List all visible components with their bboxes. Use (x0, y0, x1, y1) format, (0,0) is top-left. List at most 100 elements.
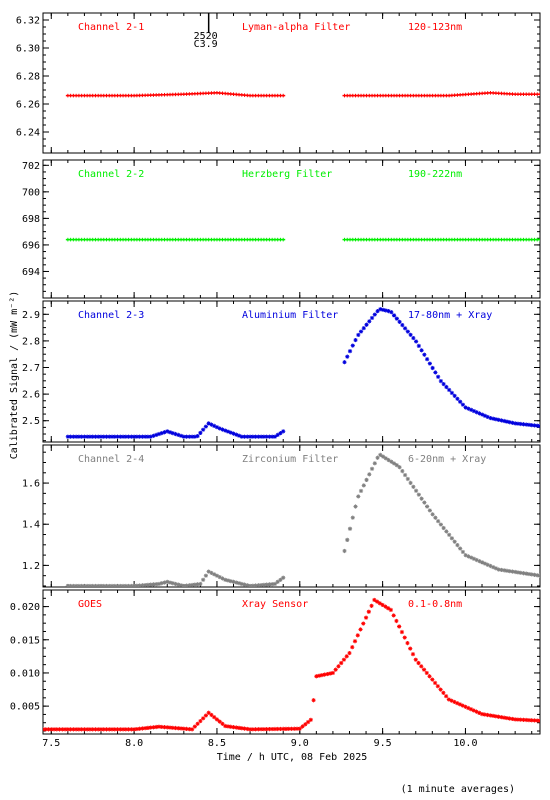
data-point (397, 624, 402, 629)
data-point (330, 670, 336, 676)
data-point (413, 657, 418, 662)
data-point (225, 724, 231, 729)
data-point (198, 430, 203, 435)
y-tick-label: 2.9 (22, 310, 40, 321)
data-point (167, 430, 173, 435)
panel-4: 1.2 1.4 1.6 Channel 2-4 Zirconium Filter 6-20… (22, 444, 541, 588)
data-point (93, 434, 98, 439)
data-point (214, 573, 220, 578)
data-point (438, 379, 443, 384)
data-point (471, 556, 477, 561)
data-point (524, 571, 529, 576)
data-point (107, 583, 112, 587)
data-point (347, 349, 353, 354)
data-point (499, 567, 504, 573)
data-point (190, 582, 195, 587)
panel-frame (42, 159, 541, 299)
flare-class-label: C3.9 (194, 39, 218, 50)
data-point (504, 715, 509, 721)
data-point (145, 725, 151, 730)
data-point (493, 566, 499, 571)
data-point (93, 727, 98, 732)
data-point (178, 433, 184, 438)
data-point (272, 726, 278, 732)
data-point (422, 352, 427, 357)
data-point (217, 719, 222, 724)
data-point (87, 583, 93, 587)
y-tick-label: 6.26 (16, 100, 40, 111)
y-tick-label: 6.24 (16, 128, 40, 139)
flare-marker: 2520 C3.9 (194, 13, 218, 50)
data-point (292, 726, 297, 731)
data-point (76, 727, 81, 732)
data-point (378, 452, 383, 457)
data-point (425, 357, 430, 362)
data-point (400, 323, 405, 328)
data-point (159, 431, 164, 436)
data-point (270, 582, 275, 587)
data-point (491, 565, 496, 570)
data-point (281, 575, 286, 580)
data-point (526, 718, 532, 723)
data-point (112, 434, 117, 439)
data-point (261, 434, 266, 439)
data-point (143, 434, 148, 439)
channel-label: Channel 2-3 (78, 310, 144, 321)
data-point (60, 727, 65, 732)
data-point (491, 416, 496, 421)
data-point (234, 580, 239, 585)
data-point (526, 422, 532, 427)
data-point (115, 583, 120, 587)
data-point (198, 581, 203, 587)
data-point (449, 698, 454, 703)
data-point (85, 583, 90, 587)
data-point (90, 727, 95, 732)
y-tick-label: 1.2 (22, 561, 40, 572)
data-point (234, 432, 239, 437)
data-point (328, 671, 333, 676)
data-point (433, 515, 438, 520)
data-point (203, 424, 209, 429)
data-point (488, 563, 493, 569)
data-point (162, 580, 167, 585)
data-point (192, 724, 197, 729)
data-point (76, 583, 81, 587)
data-point (471, 408, 477, 414)
data-point (389, 310, 394, 315)
data-point (156, 581, 162, 587)
data-point (510, 420, 515, 425)
data-point (466, 554, 471, 559)
y-tick-label: 0.015 (10, 635, 40, 646)
data-point (361, 621, 366, 626)
data-point (394, 463, 399, 468)
data-point (162, 430, 167, 435)
data-point (140, 726, 145, 731)
data-point (372, 312, 377, 317)
data-point (416, 492, 421, 497)
data-point (209, 422, 214, 427)
data-point (405, 329, 410, 334)
panel-2: 694 696 698 700 702 Channel 2-2 Herzberg Filte… (22, 159, 541, 299)
data-point (256, 434, 261, 439)
data-point (436, 374, 441, 379)
data-point (535, 423, 540, 428)
data-point (151, 433, 156, 438)
data-point (378, 307, 383, 312)
data-point (529, 572, 534, 577)
data-point (480, 560, 485, 565)
data-point (521, 717, 526, 722)
data-point (115, 727, 120, 732)
data-point (363, 615, 369, 620)
data-point (477, 559, 482, 564)
data-point (513, 717, 518, 722)
data-point (386, 309, 391, 314)
data-point (278, 577, 283, 582)
data-point (250, 583, 255, 587)
data-point (71, 434, 76, 439)
data-point (480, 412, 485, 417)
data-point (170, 725, 175, 730)
data-point (367, 319, 372, 324)
data-point (231, 579, 236, 584)
data-point (112, 727, 117, 732)
data-point (342, 360, 347, 365)
